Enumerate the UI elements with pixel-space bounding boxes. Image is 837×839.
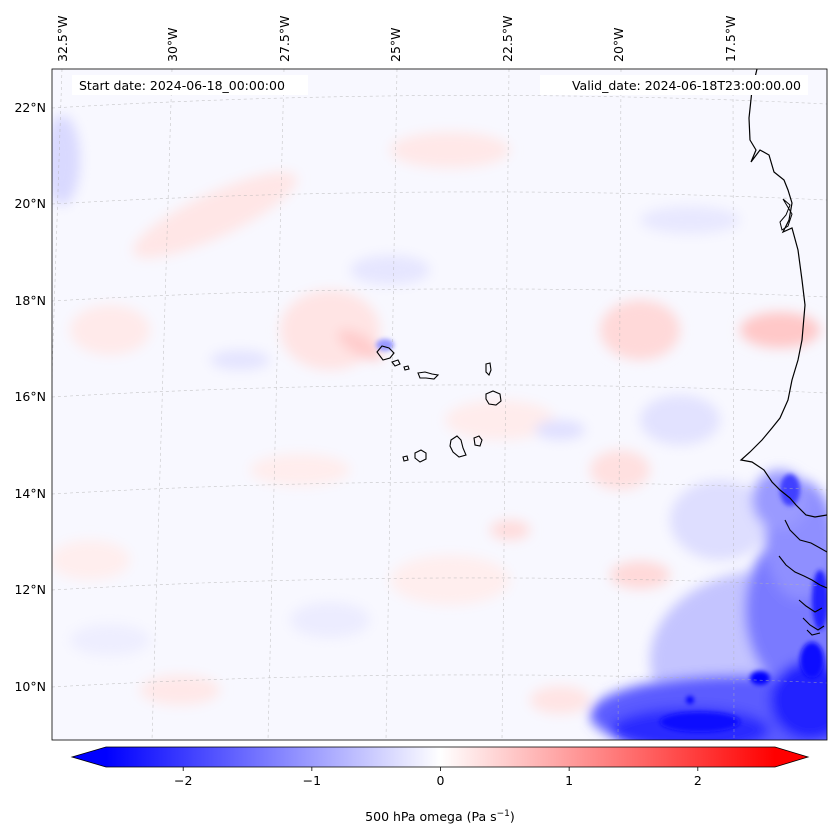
omega-field-cores [376,339,827,732]
lon-label: 25°W [388,27,403,62]
colorbar-units: Pa s [472,809,497,824]
lat-label: 16°N [14,389,46,404]
colorbar-tick-label: −1 [303,773,321,788]
colorbar-title: 500 hPa omega (Pa s−1) [365,809,515,824]
island-maio [473,435,483,447]
omega-field [52,115,827,740]
colorbar-outline [70,746,810,768]
lon-label: 22.5°W [500,16,515,62]
africa-coastline [739,69,827,518]
longitude-labels: 32.5°W 30°W 27.5°W 25°W 22.5°W 20°W 17.5… [55,16,738,62]
colorbar-ticks: −2 −1 0 1 2 [174,767,702,788]
colorbar-body [106,747,775,767]
island-santo-antao [376,345,395,361]
island-fogo [414,449,427,463]
lon-label: 17.5°W [723,16,738,62]
latitude-labels: 22°N 20°N 18°N 16°N 14°N 12°N 10°N [14,100,46,694]
lon-label: 27.5°W [277,16,292,62]
island-sal [485,362,492,376]
colorbar-tick-label: 0 [437,773,445,788]
island-boa-vista [485,390,502,406]
cape-verde-islands [376,345,502,463]
colorbar-extend-max [775,747,808,767]
start-date-label: Start date: 2024-06-18_00:00:00 [79,78,285,93]
valid-date-label: Valid_date: 2024-06-18T23:00:00.00 [572,78,801,93]
island-sao-vicente [391,359,401,367]
guinea-coastline [778,519,827,636]
dakar-peninsula [779,198,793,231]
island-brava [402,455,409,462]
map-panel: Start date: 2024-06-18_00:00:00 Valid_da… [52,69,827,740]
start-date-box [72,75,308,95]
lon-label: 32.5°W [55,16,70,62]
lat-label: 20°N [14,196,46,211]
graticule [52,69,827,740]
lat-label: 18°N [14,293,46,308]
colorbar: −2 −1 0 1 2 500 hPa omega (Pa s−1) [70,746,810,824]
colorbar-variable: 500 hPa omega [365,809,462,824]
lat-label: 14°N [14,486,46,501]
lat-label: 10°N [14,679,46,694]
colorbar-tick-label: 1 [565,773,573,788]
lon-label: 30°W [165,27,180,62]
lat-label: 22°N [14,100,46,115]
island-santiago [449,435,467,458]
valid-date-box [540,75,808,95]
lat-label: 12°N [14,582,46,597]
colorbar-extend-min [72,747,106,767]
colorbar-units-exponent: −1 [497,809,510,819]
island-santa-luzia [403,365,410,371]
island-sao-nicolau [417,371,440,380]
colorbar-tick-label: −2 [174,773,192,788]
lon-label: 20°W [611,27,626,62]
colorbar-tick-label: 2 [694,773,702,788]
map-frame [51,68,828,741]
